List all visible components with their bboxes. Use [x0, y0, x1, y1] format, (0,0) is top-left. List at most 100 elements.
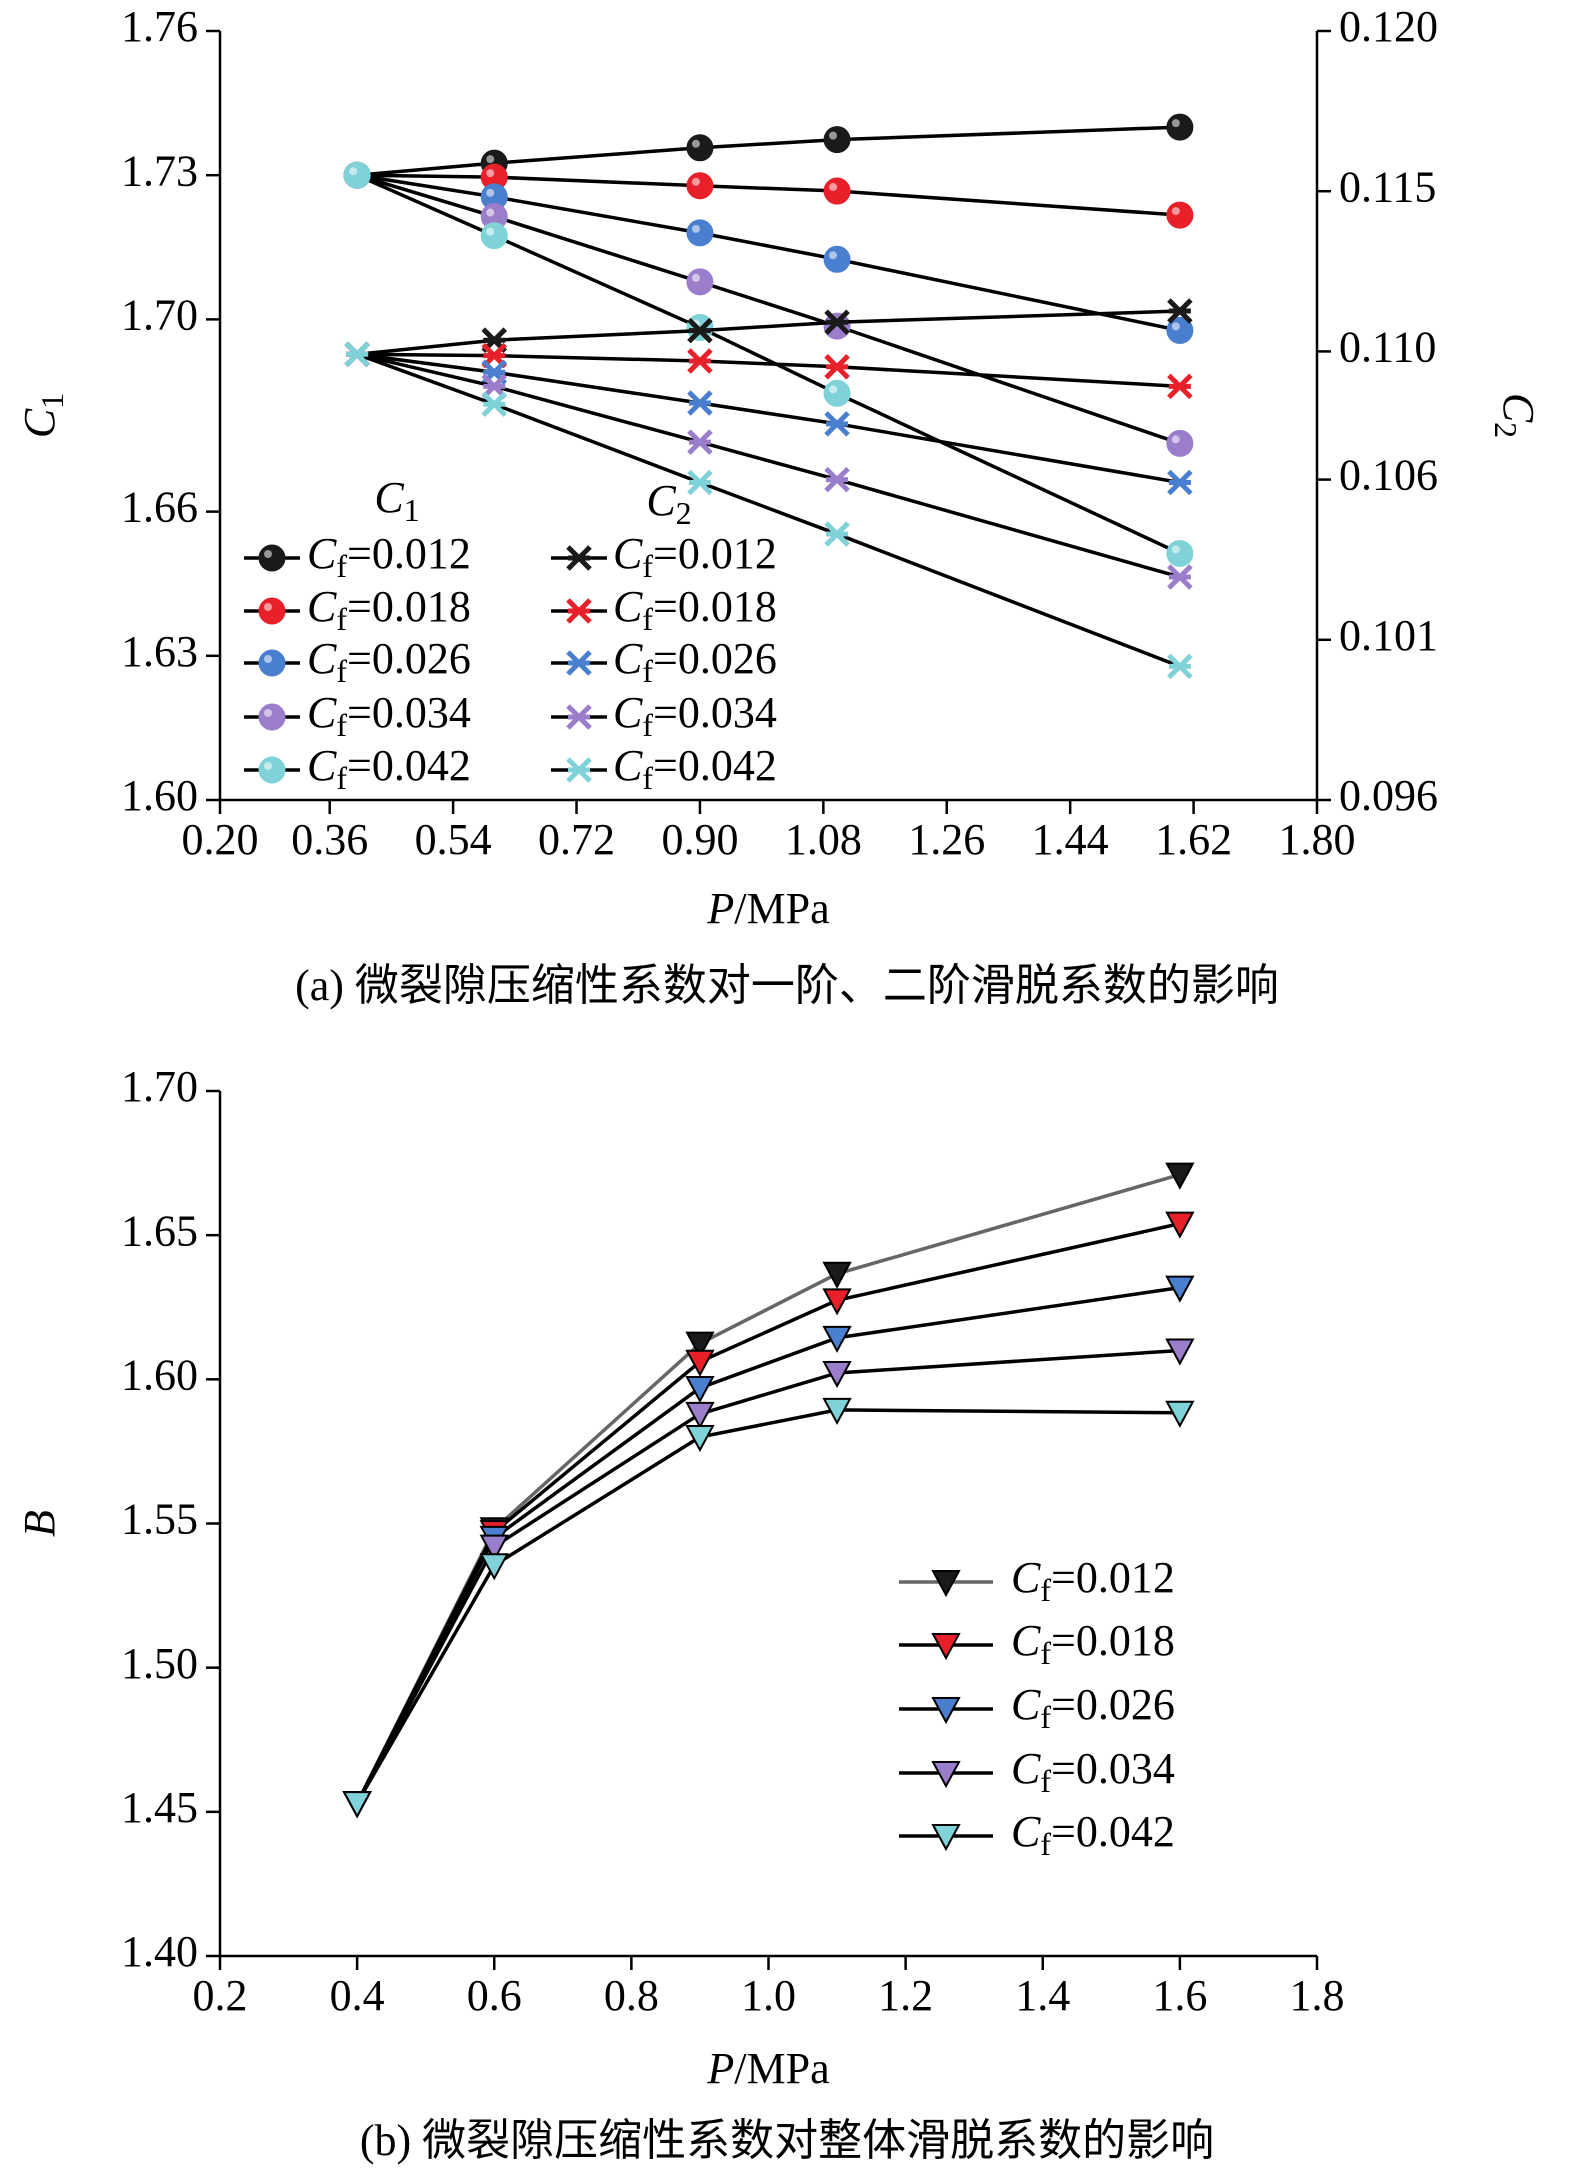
legend-marker: [931, 1824, 961, 1852]
marker-highlight: [691, 273, 700, 282]
legend-label: Cf=0.018: [307, 582, 471, 637]
series-line: [356, 173, 1181, 446]
marker: [687, 348, 713, 374]
marker-highlight: [486, 227, 495, 236]
y2-tick-label: 0.106: [1339, 451, 1438, 500]
marker-highlight: [691, 177, 700, 186]
x-tick-label: 1.62: [1155, 815, 1232, 864]
x-tick-label: 0.8: [604, 1971, 659, 2020]
marker-highlight: [691, 224, 700, 233]
x-tick-label: 1.08: [785, 815, 862, 864]
marker: [1166, 539, 1194, 567]
marker-highlight: [264, 550, 272, 558]
legend-label: Cf=0.034: [613, 688, 777, 743]
marker: [685, 1425, 715, 1453]
marker-highlight: [1171, 322, 1180, 331]
legend-label: Cf=0.026: [1011, 1680, 1175, 1735]
marker: [1166, 113, 1194, 141]
marker: [481, 391, 508, 418]
legend-marker: [931, 1761, 961, 1789]
marker-highlight: [829, 385, 838, 394]
series: [344, 341, 1193, 496]
legend-marker: [258, 544, 286, 572]
marker: [342, 1791, 372, 1819]
legend-marker: [931, 1570, 961, 1598]
legend-marker: [566, 757, 592, 783]
legend-title: C2: [646, 476, 691, 531]
legend-marker: [566, 704, 592, 730]
legend-marker: [566, 545, 592, 571]
y-tick-label: 1.45: [121, 1783, 198, 1832]
caption: (a) 微裂隙压缩性系数对一阶、二阶滑脱系数的影响: [295, 961, 1279, 1010]
marker: [480, 222, 508, 250]
marker-highlight: [1171, 545, 1180, 554]
legend-marker: [258, 756, 286, 784]
x-tick-label: 1.80: [1279, 815, 1356, 864]
y-tick-label: 1.50: [121, 1639, 198, 1688]
legend-marker: [566, 650, 592, 676]
y-tick-label: 1.70: [121, 290, 198, 339]
marker: [824, 521, 850, 547]
y2-tick-label: 0.115: [1339, 162, 1436, 211]
x-tick-label: 0.36: [291, 815, 368, 864]
marker: [1165, 1275, 1195, 1303]
marker-highlight: [486, 188, 495, 197]
marker-highlight: [1171, 207, 1180, 216]
marker: [823, 126, 851, 154]
marker: [685, 1331, 715, 1359]
marker: [343, 161, 371, 189]
marker-highlight: [1171, 119, 1180, 128]
marker: [1166, 429, 1194, 457]
y-tick-label: 1.73: [121, 146, 198, 195]
marker-highlight: [829, 183, 838, 192]
series-line: [356, 352, 1181, 485]
legend-marker: [931, 1697, 961, 1725]
legend-label: Cf=0.034: [307, 688, 471, 743]
marker: [1167, 373, 1193, 400]
legend-label: Cf=0.018: [613, 582, 777, 637]
x-tick-label: 1.6: [1152, 1971, 1207, 2020]
marker: [823, 177, 851, 205]
x-tick-label: 1.8: [1290, 1971, 1345, 2020]
marker-highlight: [264, 603, 272, 611]
x-tick-label: 0.6: [467, 1971, 522, 2020]
marker: [823, 379, 851, 407]
marker: [686, 268, 714, 296]
marker: [687, 317, 713, 344]
marker: [824, 309, 850, 336]
marker: [1166, 201, 1194, 229]
marker-highlight: [486, 169, 495, 178]
legend-label: Cf=0.042: [1011, 1807, 1175, 1862]
legend-label: Cf=0.042: [613, 741, 777, 796]
marker-highlight: [349, 167, 358, 176]
legend-label: Cf=0.026: [613, 634, 777, 689]
marker: [824, 466, 850, 493]
marker-highlight: [264, 762, 272, 770]
legend-marker: [258, 597, 286, 625]
marker: [1165, 1211, 1195, 1239]
marker: [686, 134, 714, 162]
marker: [823, 312, 851, 340]
marker: [1165, 1400, 1195, 1428]
marker: [822, 1360, 852, 1389]
marker: [1167, 469, 1193, 496]
marker: [824, 354, 850, 380]
legend-label: Cf=0.018: [1011, 1616, 1175, 1671]
y-tick-label: 1.63: [121, 627, 198, 676]
series-line: [356, 309, 1180, 357]
legend-title: C1: [374, 473, 419, 528]
x-tick-label: 1.44: [1032, 815, 1109, 864]
marker: [686, 172, 714, 200]
marker-highlight: [264, 709, 272, 717]
y-tick-label: 1.70: [121, 1062, 198, 1111]
y-tick-label: 1.60: [121, 771, 198, 820]
y-tick-label: 1.76: [121, 2, 198, 51]
marker: [822, 1325, 852, 1353]
y-tick-label: 1.40: [121, 1927, 198, 1976]
y2-tick-label: 0.096: [1339, 771, 1438, 820]
legend-marker: [258, 649, 286, 677]
y2-tick-label: 0.101: [1339, 611, 1438, 660]
marker: [479, 1534, 509, 1562]
legend-label: Cf=0.026: [307, 634, 471, 689]
